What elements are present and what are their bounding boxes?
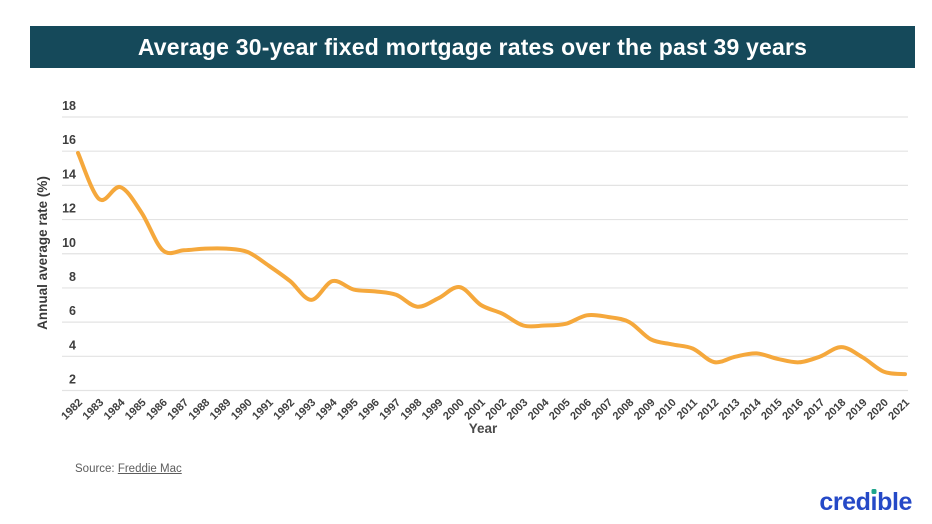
- x-axis-title: Year: [469, 421, 498, 436]
- source-link-freddie-mac[interactable]: Freddie Mac: [117, 463, 182, 475]
- x-tick-label: 1999: [420, 397, 446, 423]
- x-tick-label: 1990: [229, 397, 255, 423]
- x-tick-label: 2009: [632, 397, 658, 423]
- logo-dotless-i: ı: [870, 488, 878, 516]
- x-tick-label: 2007: [589, 397, 615, 423]
- x-tick-label: 2012: [695, 397, 721, 423]
- x-tick-label: 2005: [547, 397, 573, 423]
- chart-title-bar: Average 30-year fixed mortgage rates ove…: [30, 26, 915, 68]
- x-tick-label: 2000: [441, 397, 467, 423]
- source-attribution: Source: Freddie Mac: [75, 463, 182, 475]
- y-tick-label: 2: [69, 373, 76, 387]
- x-tick-label: 1995: [335, 397, 361, 423]
- x-tick-label: 2014: [738, 396, 764, 422]
- x-tick-label: 2018: [823, 397, 849, 423]
- y-tick-label: 16: [62, 133, 76, 147]
- x-tick-label: 2002: [483, 397, 509, 423]
- x-tick-label: 1984: [102, 396, 128, 422]
- x-tick-label: 1997: [377, 397, 403, 423]
- x-tick-label: 2020: [865, 397, 891, 423]
- x-tick-label: 1989: [208, 397, 234, 423]
- x-tick-label: 1992: [271, 397, 297, 423]
- source-prefix-label: Source:: [75, 463, 118, 475]
- x-tick-label: 2004: [526, 396, 552, 422]
- logo-letter-i: ı: [870, 488, 878, 516]
- x-tick-label: 2021: [886, 397, 912, 423]
- x-tick-label: 1998: [399, 397, 425, 423]
- y-tick-label: 6: [69, 304, 76, 318]
- y-tick-label: 10: [62, 236, 76, 250]
- x-tick-label: 1986: [144, 397, 170, 423]
- x-tick-label: 2003: [505, 397, 531, 423]
- rate-line: [76, 150, 907, 377]
- y-tick-label: 4: [69, 338, 76, 352]
- x-tick-label: 1996: [356, 397, 382, 423]
- x-tick-label: 1987: [165, 397, 191, 423]
- x-tick-label: 2001: [462, 397, 488, 423]
- y-tick-label: 14: [62, 167, 76, 181]
- x-tick-label: 1982: [59, 397, 85, 423]
- x-tick-label: 2006: [568, 397, 594, 423]
- y-tick-label: 8: [69, 270, 76, 284]
- x-tick-label: 2010: [653, 397, 679, 423]
- x-tick-label: 2019: [844, 397, 870, 423]
- x-tick-label: 1991: [250, 397, 276, 423]
- logo-text-part2: ble: [877, 488, 912, 516]
- y-tick-label: 12: [62, 202, 76, 216]
- x-tick-label: 2016: [780, 397, 806, 423]
- x-tick-label: 2013: [717, 397, 743, 423]
- y-tick-label: 18: [62, 99, 76, 113]
- x-tick-label: 2017: [802, 397, 828, 423]
- y-axis-title: Annual average rate (%): [35, 176, 50, 330]
- logo-green-dot-icon: [871, 489, 877, 494]
- x-tick-label: 2011: [675, 397, 700, 422]
- logo-text-part1: cred: [819, 488, 871, 516]
- x-tick-label: 1985: [123, 397, 149, 423]
- x-tick-label: 1988: [187, 397, 213, 423]
- page-title: Average 30-year fixed mortgage rates ove…: [137, 33, 808, 60]
- x-tick-label: 1994: [314, 396, 340, 422]
- x-tick-label: 2008: [611, 397, 637, 423]
- credible-logo[interactable]: credı ble: [819, 488, 912, 516]
- x-tick-label: 1983: [81, 397, 107, 423]
- x-tick-label: 2015: [759, 397, 785, 423]
- x-tick-label: 1993: [293, 397, 319, 423]
